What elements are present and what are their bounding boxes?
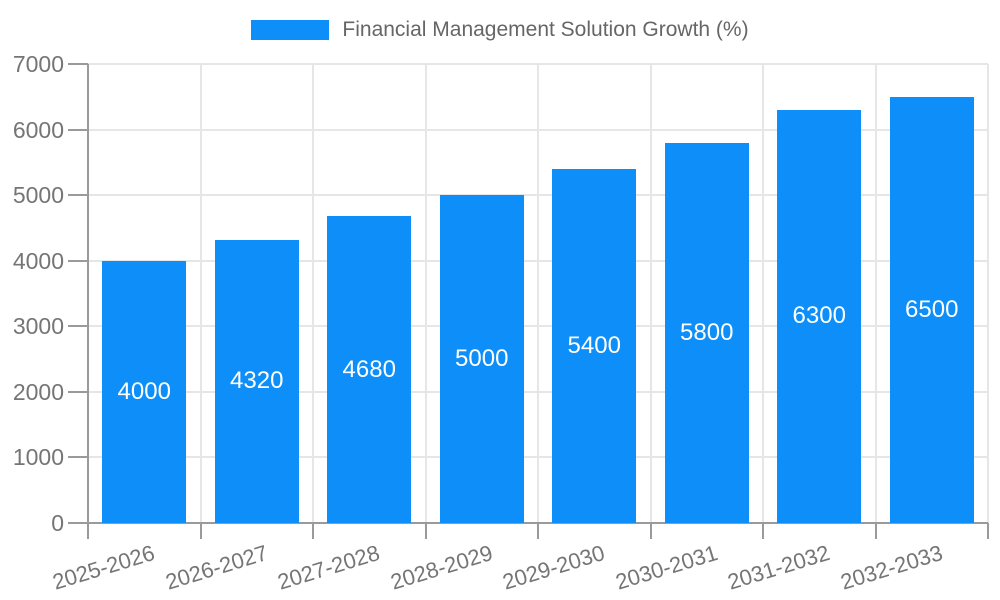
x-tick-mark bbox=[537, 523, 539, 539]
bar-value-label: 5400 bbox=[567, 331, 621, 359]
bar bbox=[889, 96, 974, 523]
bar-value-label: 4000 bbox=[117, 377, 171, 405]
x-axis-line bbox=[88, 522, 988, 524]
bar bbox=[214, 239, 299, 523]
x-axis-tick-label: 2028-2029 bbox=[387, 540, 496, 595]
y-tick-mark bbox=[68, 128, 88, 131]
x-gridline bbox=[312, 64, 314, 523]
bar bbox=[327, 216, 412, 523]
y-tick-mark bbox=[68, 325, 88, 328]
y-axis-tick-label: 0 bbox=[51, 510, 64, 536]
bar-value-label: 5800 bbox=[680, 318, 734, 346]
x-gridline bbox=[424, 64, 427, 523]
x-axis-tick-label: 2032-2033 bbox=[837, 540, 946, 595]
y-tick-mark bbox=[68, 522, 88, 524]
y-axis-tick-label: 1000 bbox=[12, 444, 64, 471]
x-tick-mark bbox=[87, 523, 89, 539]
y-axis-tick-label: 6000 bbox=[12, 116, 64, 143]
x-gridline bbox=[199, 64, 202, 523]
bar-value-label: 5000 bbox=[455, 345, 509, 373]
y-tick-mark bbox=[68, 456, 88, 459]
legend-label: Financial Management Solution Growth (%) bbox=[342, 18, 749, 41]
bar-value-label: 6300 bbox=[792, 302, 846, 330]
x-gridline bbox=[762, 64, 764, 523]
legend-swatch bbox=[251, 20, 330, 40]
y-axis-line bbox=[87, 64, 89, 525]
x-gridline bbox=[537, 64, 539, 523]
x-gridline bbox=[649, 64, 652, 523]
x-tick-mark bbox=[762, 523, 764, 539]
y-axis-tick-label: 5000 bbox=[12, 182, 64, 209]
bar-value-label: 4680 bbox=[342, 355, 396, 383]
x-tick-mark bbox=[987, 523, 989, 539]
bar bbox=[439, 195, 524, 523]
y-axis-tick-label: 3000 bbox=[12, 313, 64, 340]
x-axis-tick-label: 2027-2028 bbox=[274, 540, 383, 595]
y-tick-mark bbox=[68, 194, 88, 197]
y-tick-mark bbox=[68, 63, 88, 65]
x-gridline bbox=[874, 64, 877, 523]
bar bbox=[552, 168, 637, 523]
y-axis-tick-label: 2000 bbox=[12, 378, 64, 405]
x-tick-mark bbox=[874, 523, 877, 539]
x-tick-mark bbox=[199, 523, 202, 539]
bar-value-label: 4320 bbox=[230, 367, 284, 395]
y-axis-tick-label: 4000 bbox=[12, 247, 64, 274]
legend: Financial Management Solution Growth (%) bbox=[0, 18, 1000, 42]
x-tick-mark bbox=[424, 523, 427, 539]
bar bbox=[777, 109, 862, 523]
x-axis-tick-label: 2025-2026 bbox=[49, 540, 158, 595]
x-axis-tick-label: 2029-2030 bbox=[499, 540, 608, 595]
x-tick-mark bbox=[649, 523, 652, 539]
bar bbox=[664, 142, 749, 523]
bar-value-label: 6500 bbox=[905, 295, 959, 323]
x-axis-tick-label: 2031-2032 bbox=[724, 540, 833, 595]
x-axis-tick-label: 2030-2031 bbox=[612, 540, 721, 595]
x-gridline bbox=[987, 64, 989, 523]
bar bbox=[102, 260, 187, 523]
x-axis-tick-label: 2026-2027 bbox=[162, 540, 271, 595]
y-tick-mark bbox=[68, 390, 88, 393]
y-axis-tick-label: 7000 bbox=[12, 51, 64, 77]
x-tick-mark bbox=[312, 523, 314, 539]
y-tick-mark bbox=[68, 259, 88, 262]
